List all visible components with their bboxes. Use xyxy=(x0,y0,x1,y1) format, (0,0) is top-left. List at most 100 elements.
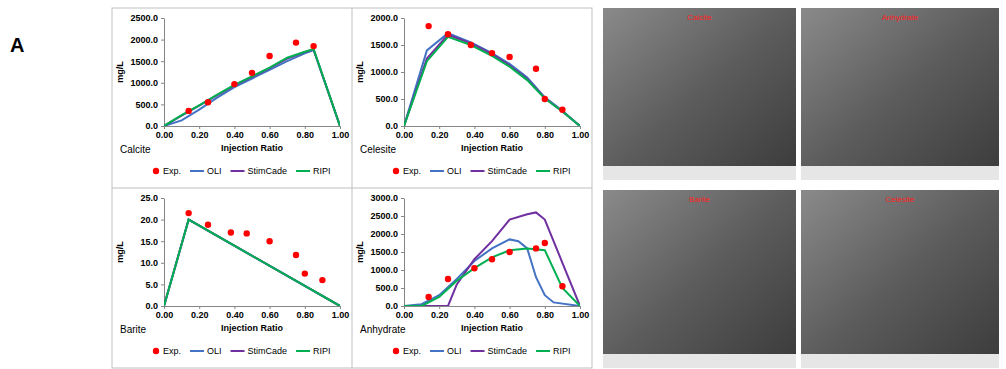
data-point xyxy=(489,50,495,56)
y-tick-label: 500.0 xyxy=(375,283,398,293)
x-tick: 0.00 xyxy=(156,306,174,320)
x-tick-label: 0.60 xyxy=(261,310,279,320)
legend-label: RIPI xyxy=(553,166,571,176)
y-tick: 15.0 xyxy=(140,237,164,247)
legend-item: StimCade xyxy=(471,166,528,176)
data-point xyxy=(559,283,565,289)
x-tick: 1.00 xyxy=(572,306,590,320)
x-tick-mark xyxy=(545,126,546,129)
series-line xyxy=(404,239,580,306)
data-point xyxy=(185,108,191,114)
legend-symbol xyxy=(231,170,245,172)
legend-label: StimCade xyxy=(248,166,288,176)
x-tick-mark xyxy=(199,306,200,309)
x-tick-label: 0.20 xyxy=(431,130,449,140)
legend: Exp. OLI StimCade RIPI xyxy=(153,166,331,176)
chart-title: Barite xyxy=(120,324,147,335)
x-tick: 0.20 xyxy=(191,306,209,320)
y-tick-mark xyxy=(161,18,164,19)
x-tick: 0.40 xyxy=(466,126,484,140)
x-tick-mark xyxy=(439,306,440,309)
legend-symbol xyxy=(190,350,204,352)
x-tick: 0.00 xyxy=(396,126,414,140)
data-point xyxy=(266,53,272,59)
x-tick: 0.80 xyxy=(537,306,555,320)
x-axis-title: Injection Ratio xyxy=(461,323,524,333)
legend-item: RIPI xyxy=(296,346,331,356)
x-tick-mark xyxy=(270,126,271,129)
y-tick: 3000.0 xyxy=(370,193,404,203)
y-tick-mark xyxy=(401,216,404,217)
y-tick-mark xyxy=(401,18,404,19)
x-tick-label: 1.00 xyxy=(332,310,350,320)
legend-symbol xyxy=(393,348,399,354)
panel-label: A xyxy=(10,34,24,56)
x-tick-mark xyxy=(199,126,200,129)
legend-item: StimCade xyxy=(231,346,288,356)
micrograph-label: Calcite xyxy=(687,13,712,22)
legend-symbol xyxy=(393,168,399,174)
micrograph: Calcite xyxy=(603,8,796,180)
legend-symbol xyxy=(471,350,485,352)
x-tick: 0.40 xyxy=(226,306,244,320)
y-tick-mark xyxy=(401,270,404,271)
data-point xyxy=(489,256,495,262)
x-tick-label: 0.40 xyxy=(226,130,244,140)
x-tick-label: 1.00 xyxy=(572,310,590,320)
data-point xyxy=(231,81,237,87)
y-tick: 1000.0 xyxy=(370,265,404,275)
legend-symbol xyxy=(430,350,444,352)
y-tick: 2000.0 xyxy=(370,13,404,23)
micrograph-image xyxy=(603,190,796,368)
series-line xyxy=(404,33,580,126)
data-point xyxy=(310,43,316,49)
legend-symbol xyxy=(296,350,310,352)
y-tick-mark xyxy=(401,45,404,46)
data-point xyxy=(319,277,325,283)
data-point xyxy=(425,23,431,29)
x-tick-mark xyxy=(305,306,306,309)
figure-svg: A0.0500.01000.01500.02000.02500.00.000.2… xyxy=(0,0,1006,369)
series-line xyxy=(164,220,340,306)
legend-symbol xyxy=(190,170,204,172)
legend-item: OLI xyxy=(430,166,462,176)
micrograph-info-bar xyxy=(801,354,999,368)
y-tick-mark xyxy=(161,198,164,199)
x-tick-label: 0.40 xyxy=(466,130,484,140)
y-tick-label: 10.0 xyxy=(140,258,158,268)
x-tick: 0.60 xyxy=(501,126,519,140)
x-tick-mark xyxy=(340,126,341,129)
plot-area xyxy=(404,212,580,306)
data-point xyxy=(533,245,539,251)
y-tick-mark xyxy=(161,220,164,221)
y-tick: 20.0 xyxy=(140,215,164,225)
legend-item: OLI xyxy=(190,166,222,176)
legend-item: RIPI xyxy=(296,166,331,176)
y-tick: 25.0 xyxy=(140,193,164,203)
chart-title: Celesite xyxy=(360,144,397,155)
y-tick-mark xyxy=(161,83,164,84)
legend: Exp.OLIStimCadeRIPI xyxy=(393,166,571,176)
y-tick-label: 15.0 xyxy=(140,237,158,247)
y-tick: 1000.0 xyxy=(130,78,164,88)
legend-symbol xyxy=(153,348,159,354)
x-tick-mark xyxy=(270,306,271,309)
x-axis: 0.000.200.400.600.801.00 xyxy=(396,306,590,320)
legend: Exp.OLIStimCadeRIPI xyxy=(393,346,571,356)
micrograph-image xyxy=(603,8,796,180)
legend-symbol xyxy=(536,350,550,352)
data-point xyxy=(293,252,299,258)
data-point xyxy=(542,240,548,246)
x-tick: 1.00 xyxy=(572,126,590,140)
y-tick-label: 2000.0 xyxy=(130,35,158,45)
x-axis-line xyxy=(405,306,581,307)
x-tick-mark xyxy=(474,126,475,129)
chart-panel: 0.0500.01000.01500.02000.00.000.200.400.… xyxy=(355,13,589,176)
legend-label: Exp. xyxy=(163,346,181,356)
x-tick-label: 0.60 xyxy=(501,310,519,320)
y-tick-mark xyxy=(161,284,164,285)
x-tick-mark xyxy=(404,306,405,309)
y-tick: 2500.0 xyxy=(130,13,164,23)
x-tick-mark xyxy=(439,126,440,129)
legend-item: Exp. xyxy=(153,166,181,176)
